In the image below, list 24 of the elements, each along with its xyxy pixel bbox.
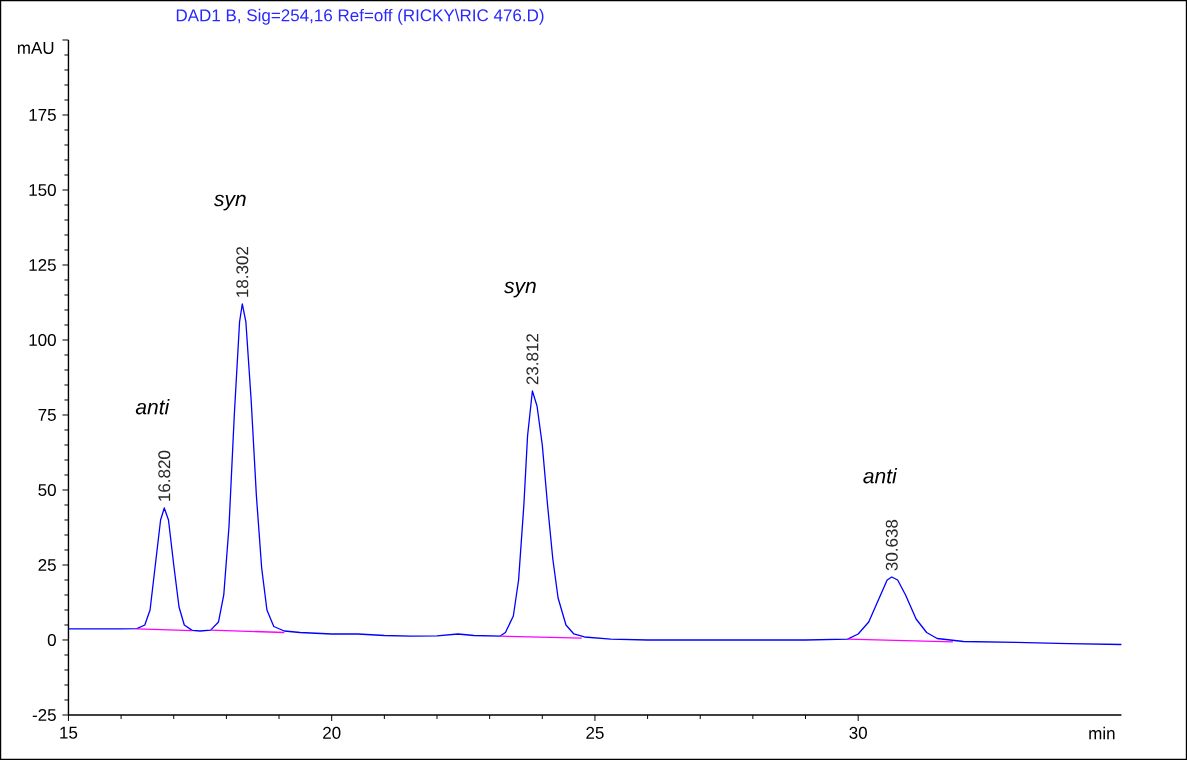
- x-tick-label: 25: [586, 726, 604, 739]
- y-tick-label: -25: [32, 708, 56, 722]
- x-tick-label: 15: [60, 726, 78, 739]
- annotation: syn: [214, 194, 246, 211]
- chart-title: DAD1 B, Sig=254,16 Ref=off (RICKY\RIC 476.D): [176, 8, 544, 25]
- x-tick-label: 30: [849, 726, 867, 739]
- y-tick-label: 25: [38, 558, 56, 572]
- y-tick-label: 150: [29, 183, 56, 197]
- y-tick-label: 50: [38, 483, 56, 497]
- annotation: anti: [135, 398, 170, 415]
- x-axis-title: min: [1089, 726, 1115, 740]
- y-tick-label: 100: [29, 333, 56, 347]
- y-axis-title: mAU: [17, 42, 54, 54]
- annotation: 30.638: [885, 519, 898, 571]
- x-tick-label: 20: [323, 726, 341, 739]
- y-tick-label: 0: [47, 633, 56, 647]
- y-tick-label: 175: [29, 109, 56, 121]
- y-tick-label: 125: [29, 258, 56, 272]
- annotation: 23.812: [526, 333, 539, 385]
- annotation: 16.820: [158, 450, 171, 501]
- y-tick-label: 75: [38, 409, 56, 421]
- annotation: syn: [504, 281, 536, 298]
- annotation: 18.302: [236, 246, 249, 297]
- annotation: anti: [863, 467, 898, 484]
